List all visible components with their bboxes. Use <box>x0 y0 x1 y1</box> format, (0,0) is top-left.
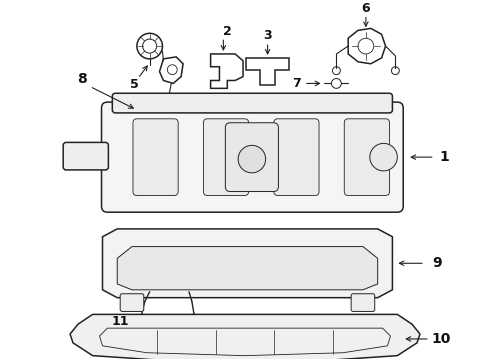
FancyBboxPatch shape <box>274 119 319 195</box>
Polygon shape <box>102 229 392 298</box>
FancyBboxPatch shape <box>344 119 390 195</box>
Text: 3: 3 <box>263 29 272 42</box>
FancyBboxPatch shape <box>133 119 178 195</box>
FancyBboxPatch shape <box>351 294 375 311</box>
FancyBboxPatch shape <box>225 123 278 192</box>
Polygon shape <box>117 247 378 290</box>
Text: 1: 1 <box>440 150 449 164</box>
Text: 10: 10 <box>432 332 451 346</box>
FancyBboxPatch shape <box>120 294 144 311</box>
Circle shape <box>370 143 397 171</box>
Text: 6: 6 <box>362 2 370 15</box>
FancyBboxPatch shape <box>112 93 392 113</box>
FancyBboxPatch shape <box>63 143 108 170</box>
Text: 11: 11 <box>111 315 129 328</box>
Text: 9: 9 <box>432 256 441 270</box>
Text: 2: 2 <box>223 25 232 38</box>
Circle shape <box>238 145 266 173</box>
Text: 7: 7 <box>292 77 300 90</box>
Text: 8: 8 <box>77 72 87 86</box>
Text: 5: 5 <box>129 78 138 91</box>
FancyBboxPatch shape <box>101 102 403 212</box>
Text: 4: 4 <box>175 103 184 117</box>
Polygon shape <box>70 314 420 360</box>
FancyBboxPatch shape <box>203 119 248 195</box>
